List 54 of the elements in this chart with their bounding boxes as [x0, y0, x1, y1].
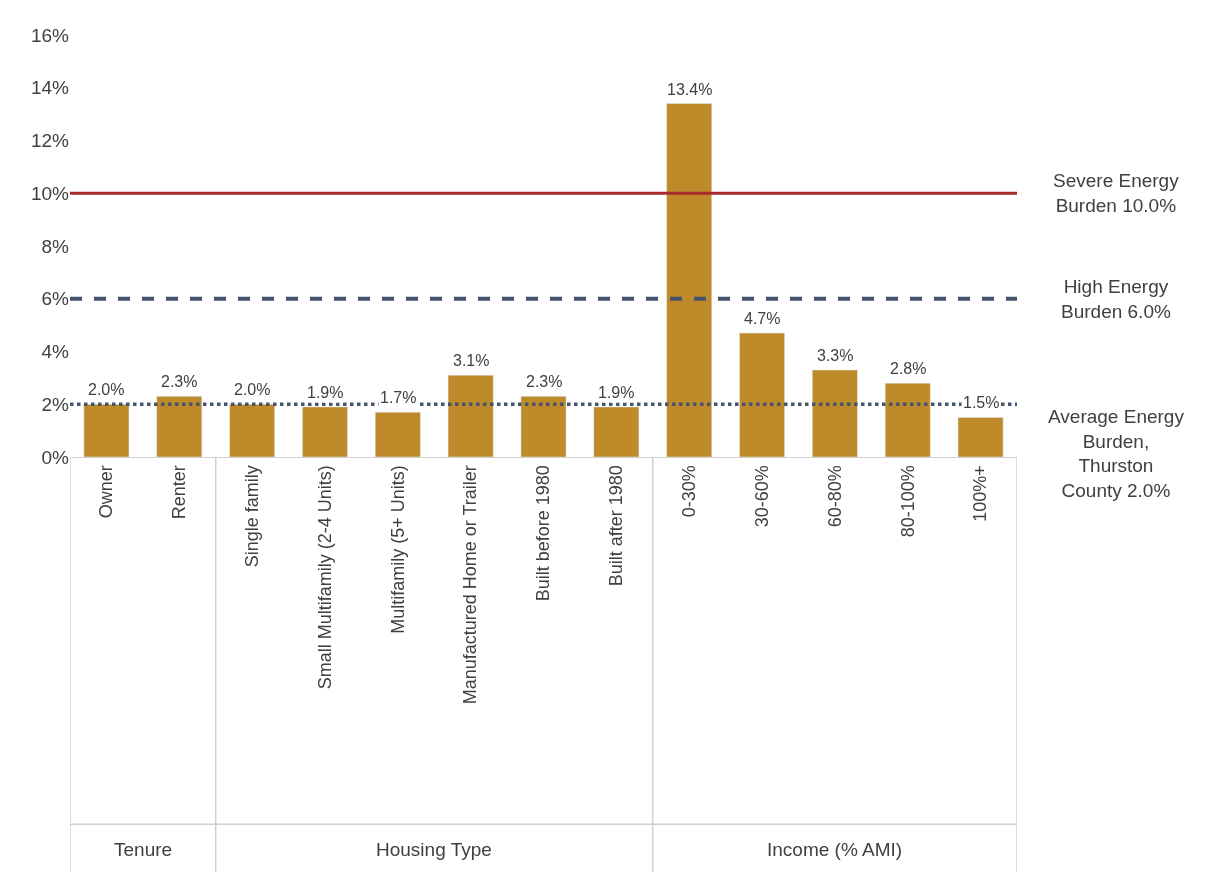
y-tick-label: 10% [30, 182, 70, 204]
bar [593, 406, 640, 457]
bar [812, 369, 858, 457]
ref-line-label: Severe Energy Burden 10.0% [1053, 170, 1180, 216]
y-tick-label: 6% [41, 288, 70, 310]
ref-line-label: Average Energy Burden, Thurston County 2.0% [1048, 406, 1185, 502]
bar [957, 417, 1004, 457]
bar [229, 404, 275, 457]
text: Housing Type [376, 839, 492, 860]
bar [374, 411, 421, 457]
bar [739, 332, 785, 457]
x-tick-label: Renter [169, 465, 190, 520]
data-label: 1.9% [598, 384, 635, 401]
data-label: 2.0% [234, 381, 271, 398]
ref-line-label: High Energy Burden 6.0% [1061, 276, 1171, 322]
x-tick-label: Small Multifamily (2-4 Units) [314, 465, 335, 690]
x-tick-label: Owner [96, 465, 117, 519]
bar [520, 396, 567, 457]
x-tick-label: 0-30% [679, 465, 700, 518]
y-tick-label: 2% [41, 393, 70, 415]
y-tick-label: 0% [41, 446, 70, 468]
y-tick-label: 14% [30, 77, 70, 99]
x-tick-label: 60-80% [824, 465, 845, 528]
x-tick-label: Multifamily (5+ Units) [387, 465, 408, 634]
bar [884, 382, 931, 457]
text: Tenure [114, 839, 173, 860]
data-label: 3.1% [453, 352, 490, 369]
bar [666, 103, 713, 457]
x-tick-label: 30-60% [751, 465, 772, 528]
data-label: 2.0% [88, 381, 125, 398]
data-label: 1.9% [307, 384, 344, 401]
y-tick-label: 12% [30, 130, 70, 152]
y-tick-label: 8% [41, 235, 70, 257]
bar [156, 396, 203, 457]
x-tick-label: Manufactured Home or Trailer [460, 465, 481, 705]
x-tick-label: 100%+ [970, 465, 991, 522]
data-label: 13.4% [667, 81, 713, 98]
data-label: 2.3% [161, 373, 198, 390]
data-label: 1.7% [380, 389, 417, 406]
bar [447, 374, 494, 457]
x-tick-label: 80-100% [897, 465, 918, 538]
x-tick-label: Single family [241, 465, 262, 568]
data-label: 3.3% [817, 347, 854, 364]
bar [302, 406, 348, 457]
data-label: 4.7% [744, 310, 781, 327]
data-label: 1.5% [963, 394, 1000, 411]
x-tick-label: Built before 1980 [533, 465, 554, 602]
x-tick-label: Built after 1980 [606, 465, 627, 587]
y-tick-label: 4% [41, 341, 70, 363]
bar [83, 404, 130, 457]
data-label: 2.3% [526, 373, 563, 390]
y-tick-label: 16% [30, 24, 70, 46]
data-label: 2.8% [890, 360, 927, 377]
text: Income (% AMI) [767, 839, 903, 860]
